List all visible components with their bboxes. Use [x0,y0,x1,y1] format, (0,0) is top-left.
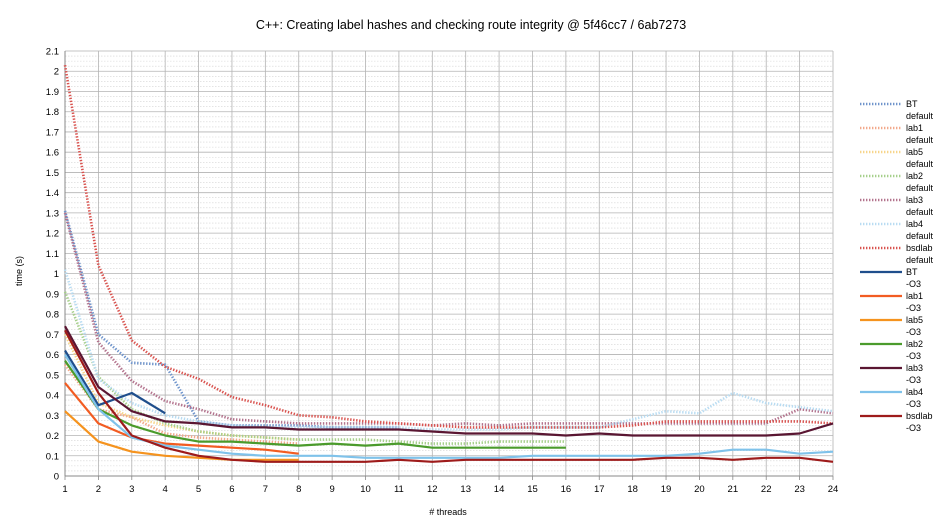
legend-label: bsdlab [906,411,933,421]
legend-label: BT [906,267,918,277]
legend-label-variant: -O3 [906,279,921,289]
legend-label: lab1 [906,123,923,133]
legend-label: lab2 [906,339,923,349]
legend-label: lab4 [906,387,923,397]
x-tick-label: 6 [229,484,234,495]
x-tick-label: 21 [728,484,739,495]
x-tick-label: 17 [594,484,605,495]
legend-label: bsdlab [906,243,933,253]
x-tick-label: 1 [62,484,67,495]
y-tick-label: 2.1 [46,47,59,58]
y-tick-label: 1.8 [46,107,59,118]
y-tick-label: 0.3 [46,411,59,422]
legend-label: lab3 [906,195,923,205]
legend-label-variant: -O3 [906,327,921,337]
series-line-lab4--o3 [64,354,834,459]
x-tick-label: 7 [263,484,268,495]
legend-label-variant: default [906,231,934,241]
y-tick-label: 1.5 [46,168,59,179]
series-line-lab5--o3 [64,410,299,461]
legend-label-variant: -O3 [906,351,921,361]
legend-label-variant: default [906,159,934,169]
legend-label-variant: -O3 [906,303,921,313]
y-tick-label: 1 [54,269,59,280]
series-line-lab2--o3 [64,359,566,449]
x-tick-label: 8 [296,484,301,495]
x-tick-label: 11 [394,484,404,495]
series-line-lab1-default [63,363,299,445]
legend-label: lab2 [906,171,923,181]
series-line-bsdlab-default [63,64,834,429]
x-tick-label: 14 [494,484,505,495]
x-axis-label: # threads [429,507,467,517]
legend-label: lab5 [906,147,923,157]
y-tick-label: 1.9 [46,87,59,98]
series-line-lab3--o3 [64,325,834,437]
legend-label-variant: default [906,135,934,145]
y-tick-label: 2 [54,67,59,78]
x-tick-label: 22 [761,484,772,495]
x-tick-label: 10 [360,484,371,495]
x-tick-label: 23 [794,484,805,495]
y-tick-label: 1.4 [46,188,59,199]
y-tick-label: 0.8 [46,310,59,321]
x-tick-label: 9 [329,484,334,495]
series-group [63,64,834,463]
legend-label-variant: -O3 [906,423,921,433]
series-line-bsdlab--o3 [64,329,834,463]
legend-label: BT [906,99,918,109]
x-tick-label: 15 [527,484,538,495]
y-tick-label: 0 [54,472,59,483]
y-tick-label: 0.1 [46,451,59,462]
legend-label-variant: -O3 [906,375,921,385]
x-tick-label: 5 [196,484,201,495]
y-tick-label: 0.7 [46,330,59,341]
x-tick-label: 24 [828,484,839,495]
y-tick-label: 0.5 [46,370,59,381]
y-tick-label: 1.1 [46,249,59,260]
y-tick-label: 1.3 [46,208,59,219]
y-tick-label: 0.6 [46,350,59,361]
legend-label: lab3 [906,363,923,373]
y-tick-label: 0.9 [46,289,59,300]
legend-label: lab5 [906,315,923,325]
legend-label-variant: default [906,183,934,193]
y-tick-label: 1.6 [46,148,59,159]
legend-label-variant: default [906,111,934,121]
y-tick-label: 1.7 [46,127,59,138]
x-tick-label: 2 [96,484,101,495]
legend: BT default lab1 default lab5 default lab2 defau… [860,99,934,433]
x-tick-label: 20 [694,484,705,495]
legend-label-variant: default [906,255,934,265]
x-tick-label: 13 [460,484,471,495]
y-tick-label: 1.2 [46,229,59,240]
series-line-lab3-default [63,212,834,427]
y-tick-label: 0.2 [46,431,59,442]
x-tick-label: 16 [561,484,572,495]
x-tick-label: 12 [427,484,438,495]
legend-label-variant: default [906,207,934,217]
axes: 0 0.1 0.2 0.3 0.4 0.5 0.6 0.7 0.8 0.9 1 1.1 1.2 1.3 1.… [46,47,839,496]
y-tick-label: 0.4 [46,391,59,402]
x-tick-label: 4 [163,484,168,495]
series-line-lab1--o3 [64,382,299,455]
series-line-lab4-default [63,269,834,431]
legend-label: lab4 [906,219,923,229]
chart-title: C++: Creating label hashes and checking … [256,18,686,32]
series-line-bt-default [63,210,399,429]
legend-label: lab1 [906,291,923,301]
x-tick-label: 3 [129,484,134,495]
grid [64,50,834,477]
x-tick-label: 19 [661,484,672,495]
legend-label-variant: -O3 [906,399,921,409]
y-axis-label: time (s) [14,256,24,286]
x-tick-label: 18 [627,484,638,495]
